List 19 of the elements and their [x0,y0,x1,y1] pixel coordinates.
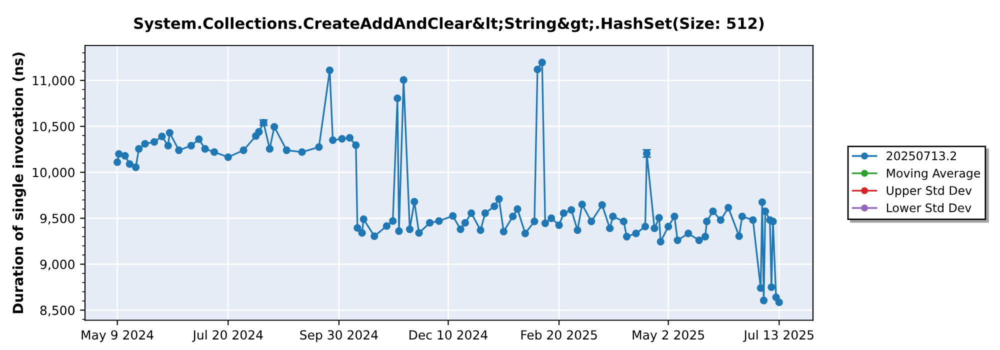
legend-label: Lower Std Dev [886,203,972,212]
y-tick-label: 9,500 [40,214,74,224]
x-tick-label: Jul 20 2024 [192,330,263,342]
x-tick-label: Sep 30 2024 [300,330,378,342]
x-tick-label: Jul 13 2025 [743,330,814,342]
x-tick-label: Feb 20 2025 [521,330,597,340]
y-tick-label: 10,500 [32,122,74,133]
x-tick-label: Dec 10 2024 [410,330,488,340]
x-tick-label: May 2 2025 [632,330,704,342]
y-tick-label: 9,000 [40,260,74,270]
y-tick-label: 8,500 [40,306,74,316]
legend-label: Upper Std Dev [886,186,972,198]
legend-label: 20250713.2 [886,151,956,160]
y-tick-label: 11,000 [32,76,74,87]
legend-label: Moving Average [886,168,980,180]
y-tick-label: 10,000 [32,168,74,179]
chart-title: System.Collections.CreateAddAndClear&lt;String&gt;.HashSet(Size: 512) [134,17,764,32]
x-tick-label: May 9 2024 [82,330,154,342]
y-axis-title: Duration of single invocation (ns) [12,52,26,314]
